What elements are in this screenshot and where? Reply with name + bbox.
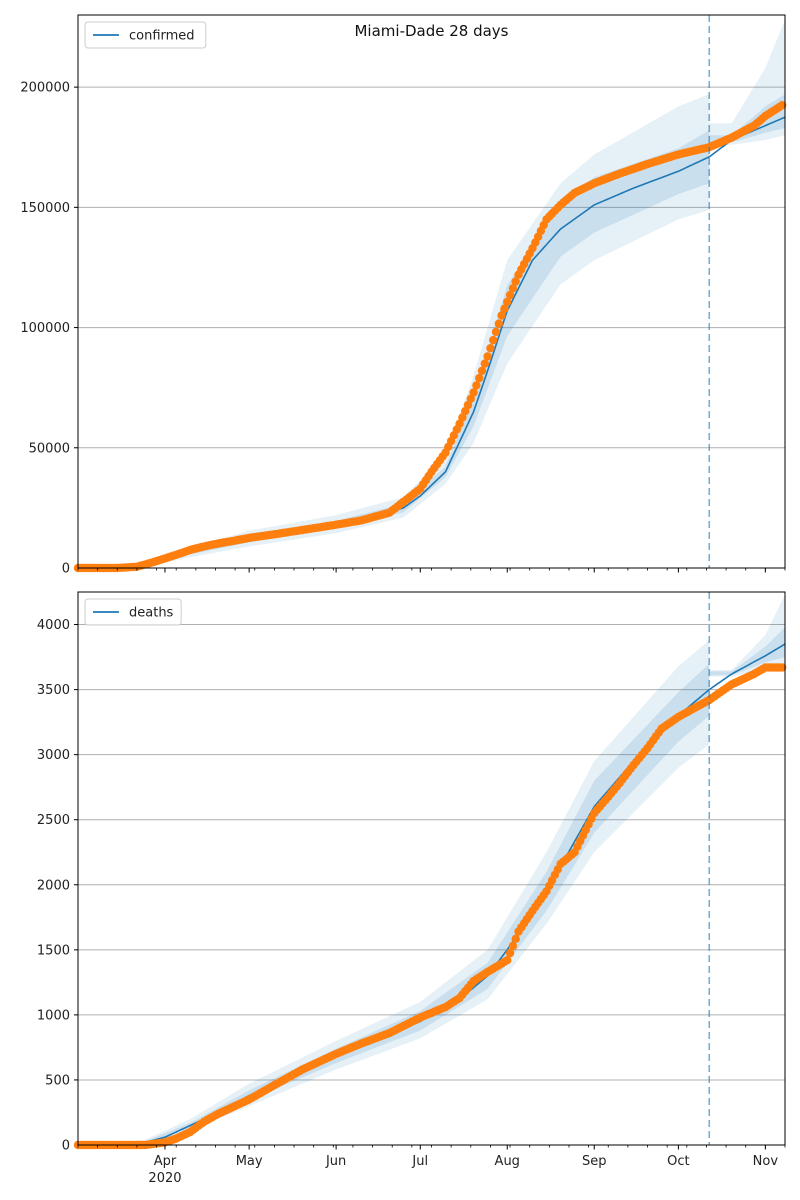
x-tick-label: Oct bbox=[667, 1154, 689, 1169]
inner-interval-band bbox=[78, 663, 710, 1145]
chart-title: Miami-Dade 28 days bbox=[354, 22, 508, 40]
observed-point bbox=[505, 290, 515, 300]
observed-point bbox=[511, 934, 520, 943]
x-tick-label: Nov bbox=[753, 1154, 779, 1169]
y-tick-label: 1500 bbox=[37, 943, 70, 958]
observed-point bbox=[491, 327, 501, 337]
legend bbox=[84, 598, 182, 626]
outer-interval-band bbox=[78, 94, 710, 569]
outer-interval-band bbox=[78, 640, 710, 1145]
observed-point bbox=[494, 319, 503, 328]
x-tick-label: Apr bbox=[154, 1154, 177, 1169]
observed-point bbox=[778, 663, 787, 672]
observed-point bbox=[483, 352, 492, 361]
y-tick-label: 200000 bbox=[20, 81, 70, 96]
observed-point bbox=[472, 381, 481, 390]
observed-point bbox=[497, 311, 506, 320]
x-tick-label: Sep bbox=[582, 1154, 607, 1169]
observed-point bbox=[508, 941, 518, 951]
observed-point bbox=[503, 956, 512, 965]
y-tick-label: 50000 bbox=[29, 441, 70, 456]
y-tick-label: 2500 bbox=[37, 813, 70, 828]
observed-point bbox=[500, 304, 509, 313]
legend bbox=[84, 21, 207, 49]
y-tick-label: 4000 bbox=[37, 618, 70, 633]
legend-label: confirmed bbox=[129, 29, 195, 44]
x-year-label: 2020 bbox=[148, 1171, 181, 1186]
observed-point bbox=[463, 400, 473, 410]
y-tick-label: 2000 bbox=[37, 878, 70, 893]
observed-point bbox=[475, 373, 484, 383]
x-tick-label: Aug bbox=[495, 1154, 520, 1169]
y-tick-label: 3000 bbox=[37, 748, 70, 763]
observed-point bbox=[486, 344, 495, 353]
observed-point bbox=[508, 284, 518, 293]
observed-point bbox=[480, 359, 489, 368]
axes-frame bbox=[77, 591, 786, 1146]
inner-interval-band bbox=[709, 94, 785, 143]
observed-point bbox=[503, 297, 512, 307]
observed-point bbox=[511, 277, 520, 286]
y-tick-label: 3500 bbox=[37, 683, 70, 698]
y-tick-label: 100000 bbox=[20, 321, 70, 336]
x-tick-label: Jun bbox=[325, 1154, 346, 1169]
axes-frame bbox=[77, 14, 786, 569]
y-tick-label: 0 bbox=[62, 562, 70, 577]
legend-label: deaths bbox=[129, 606, 174, 621]
y-tick-label: 0 bbox=[62, 1139, 70, 1154]
observed-point bbox=[505, 948, 515, 958]
y-tick-label: 150000 bbox=[20, 201, 70, 216]
observed-point bbox=[469, 388, 478, 397]
observed-point bbox=[477, 366, 487, 375]
confirmed-panel: 0 50000 100000 150000 200000 Miami-Dade 28 da… bbox=[20, 14, 787, 577]
x-tick-label: May bbox=[236, 1154, 263, 1169]
observed-point bbox=[778, 101, 787, 110]
y-tick-label: 1000 bbox=[37, 1008, 70, 1023]
observed-point bbox=[458, 413, 467, 422]
observed-point bbox=[489, 335, 498, 345]
y-tick-label: 500 bbox=[45, 1073, 70, 1088]
x-tick-label: Jul bbox=[411, 1154, 428, 1169]
deaths-panel: 0 500 1000 1500 2000 2500 3000 3500 4000 Apr 2020 M… bbox=[37, 591, 787, 1186]
